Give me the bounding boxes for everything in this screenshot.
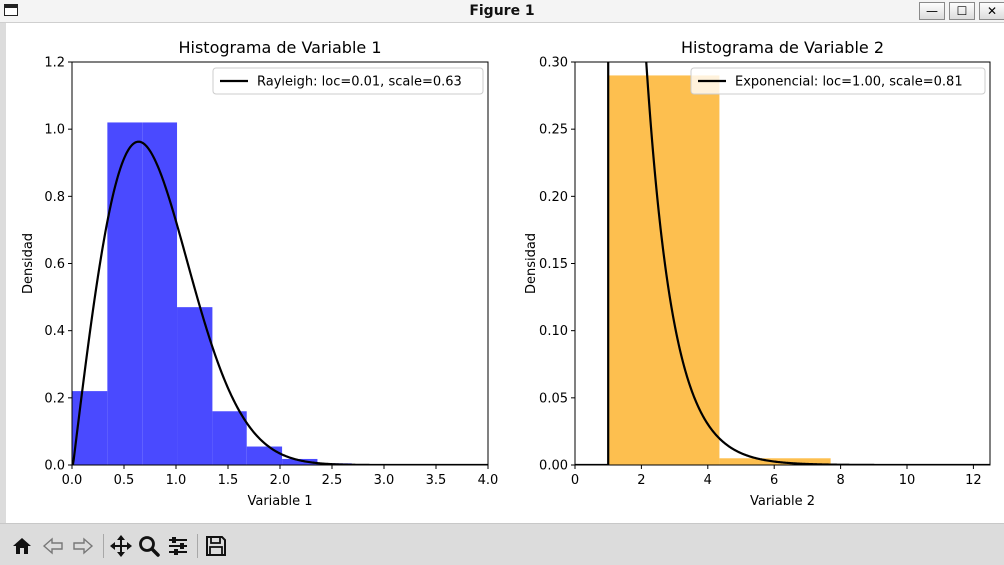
save-button[interactable] — [204, 534, 228, 558]
legend-box — [690, 67, 986, 95]
zoom-button[interactable] — [137, 534, 161, 558]
x-tick-label: 3.0 — [374, 473, 395, 488]
minimize-icon: — — [926, 4, 938, 18]
configure-subplots-button[interactable] — [166, 534, 190, 558]
magnifier-icon — [139, 536, 160, 557]
histogram-bar — [246, 446, 283, 465]
histogram-bar — [177, 307, 213, 465]
y-tick-label: 0.8 — [44, 190, 65, 205]
legend-label: Rayleigh: loc=0.01, scale=0.63 — [257, 75, 462, 90]
x-axis-label: Variable 2 — [750, 494, 815, 509]
move-icon — [110, 535, 132, 557]
x-tick-label: 0.5 — [114, 473, 135, 488]
legend-box — [212, 67, 484, 95]
window-title: Figure 1 — [469, 3, 535, 19]
y-tick-label: 0.00 — [539, 459, 568, 474]
legend-label: Exponencial: loc=1.00, scale=0.81 — [735, 75, 963, 90]
x-tick-label: 0 — [571, 473, 579, 488]
histogram-bar — [282, 458, 318, 465]
x-tick-label: 0.0 — [62, 473, 83, 488]
pan-button[interactable] — [109, 534, 133, 558]
x-axis-label: Variable 1 — [247, 494, 312, 509]
histogram-bar — [142, 122, 178, 465]
y-axis-label: Densidad — [524, 233, 539, 294]
close-button[interactable]: ✕ — [979, 2, 1004, 20]
y-tick-label: 0.6 — [44, 257, 65, 272]
app-window-icon — [4, 4, 18, 16]
maximize-icon: ☐ — [956, 4, 968, 18]
x-tick-label: 1.0 — [166, 473, 187, 488]
forward-button[interactable] — [71, 534, 95, 558]
toolbar-separator — [103, 534, 104, 558]
x-tick-label: 12 — [965, 473, 982, 488]
minimize-button[interactable]: — — [919, 2, 945, 20]
chart-title: Histograma de Variable 2 — [681, 38, 884, 57]
histogram-bar — [107, 122, 143, 465]
y-tick-label: 1.0 — [44, 123, 65, 138]
y-tick-label: 0.0 — [44, 459, 65, 474]
y-tick-label: 1.2 — [44, 56, 65, 71]
home-button[interactable] — [10, 534, 34, 558]
window-left-edge — [0, 23, 6, 523]
sliders-icon — [169, 537, 187, 555]
x-tick-label: 2.0 — [270, 473, 291, 488]
back-button[interactable] — [41, 534, 65, 558]
pdf-curve-line — [72, 140, 488, 465]
x-tick-label: 2.5 — [322, 473, 343, 488]
x-tick-label: 1.5 — [218, 473, 239, 488]
y-tick-label: 0.05 — [539, 391, 568, 406]
y-tick-label: 0.10 — [539, 324, 568, 339]
maximize-button[interactable]: ☐ — [949, 2, 975, 20]
histogram-bar — [608, 75, 720, 465]
y-tick-label: 0.25 — [539, 123, 568, 138]
y-tick-label: 0.4 — [44, 324, 65, 339]
histogram-bar — [212, 411, 247, 465]
window-titlebar: Figure 1 — ☐ ✕ — [0, 0, 1004, 23]
figure-canvas: 0.0 0.5 1.0 1.5 2.0 2.5 3.0 3.5 4.0 0.0 0.2 0.4 0.6 0… — [0, 23, 1004, 523]
back-arrow-icon — [42, 537, 63, 555]
x-tick-label: 4 — [704, 473, 712, 488]
home-icon — [13, 538, 31, 554]
y-axis-label: Densidad — [21, 233, 36, 294]
y-tick-label: 0.15 — [539, 257, 568, 272]
close-icon: ✕ — [986, 4, 998, 18]
y-tick-label: 0.30 — [539, 56, 568, 71]
x-tick-label: 2 — [637, 473, 645, 488]
x-tick-label: 3.5 — [426, 473, 447, 488]
figure-svg: 0.0 0.5 1.0 1.5 2.0 2.5 3.0 3.5 4.0 0.0 0.2 0.4 0.6 0… — [21, 38, 991, 509]
x-tick-label: 6 — [770, 473, 778, 488]
x-tick-label: 10 — [899, 473, 916, 488]
x-tick-label: 8 — [836, 473, 844, 488]
toolbar-separator — [197, 534, 198, 558]
y-tick-label: 0.20 — [539, 190, 568, 205]
navigation-toolbar — [0, 523, 1004, 565]
x-tick-label: 4.0 — [478, 473, 499, 488]
chart-title: Histograma de Variable 1 — [178, 38, 381, 57]
floppy-disk-icon — [206, 536, 226, 556]
y-tick-label: 0.2 — [44, 391, 65, 406]
forward-arrow-icon — [73, 537, 94, 555]
